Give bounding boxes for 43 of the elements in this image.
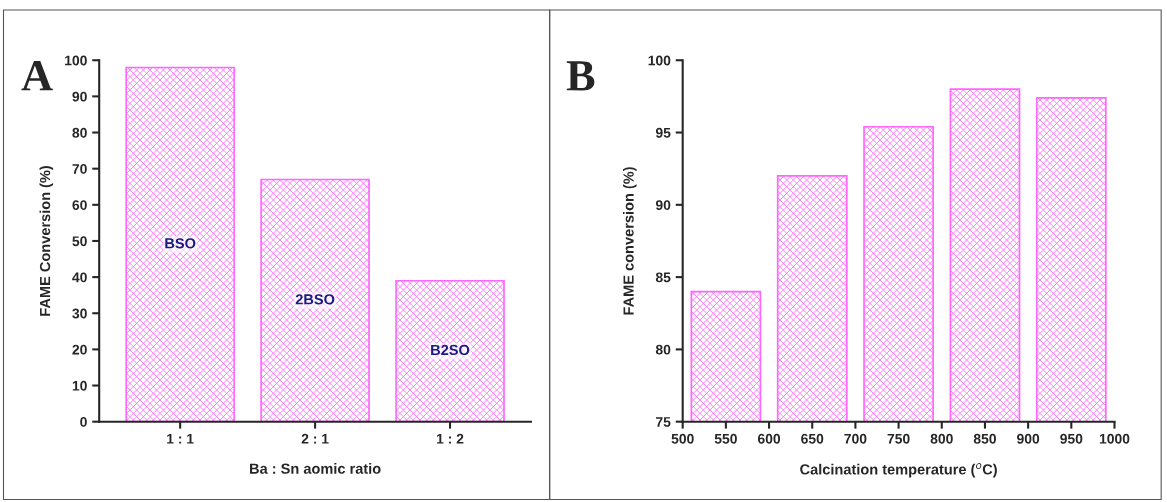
y-tick-label: 60	[72, 200, 87, 210]
x-tick-label: 1 : 1	[167, 434, 194, 444]
y-tick-label: 80	[72, 127, 87, 138]
y-tick-label: 100	[65, 55, 87, 66]
y-tick-label: 90	[655, 200, 671, 210]
x-tick-label: 1 : 2	[437, 433, 464, 444]
text: A	[21, 61, 53, 91]
bar	[260, 178, 370, 422]
y-tick-label: 50	[72, 236, 87, 247]
x-tick-label: 900	[1017, 433, 1040, 444]
x-tick-label: 600	[757, 433, 781, 444]
y-tick-label: 40	[72, 272, 87, 283]
annotation: B2SO	[431, 344, 470, 356]
x-axis-title: Calcination temperature ($^{o}$C)	[800, 463, 997, 478]
y-tick-label: 10	[72, 380, 87, 391]
bar	[125, 66, 235, 422]
y-tick-label: 80	[655, 344, 671, 355]
y-tick-label: 20	[72, 344, 87, 355]
x-axis-title: Ba : Sn aomic ratio	[250, 463, 381, 474]
y-tick-label: 90	[72, 91, 87, 102]
y-tick-label: 100	[648, 55, 671, 66]
x-tick-label: 700	[844, 433, 867, 444]
x-tick-label: 950	[1060, 433, 1083, 444]
y-tick-label: 95	[655, 127, 671, 138]
x-tick-label: 1000	[1099, 433, 1130, 444]
annotation: 2BSO	[295, 294, 335, 305]
y-tick-label: 70	[72, 164, 87, 174]
annotation: BSO	[165, 238, 196, 249]
y-axis-title: FAME conversion (%)	[623, 167, 637, 315]
y-axis-title: FAME Conversion (%)	[39, 165, 54, 316]
x-tick-label: 2 : 1	[301, 433, 329, 444]
x-tick-label: 500	[671, 433, 694, 444]
y-tick-label: 75	[656, 417, 671, 427]
y-tick-label: 30	[72, 308, 87, 319]
x-tick-label: 750	[887, 433, 910, 444]
bar	[395, 279, 505, 422]
x-tick-label: 550	[714, 433, 737, 444]
x-tick-label: 800	[930, 433, 953, 444]
y-tick-label: 0	[80, 417, 87, 427]
text: B	[566, 61, 595, 91]
x-tick-label: 850	[973, 433, 996, 444]
x-tick-label: 650	[801, 433, 824, 444]
y-tick-label: 85	[655, 272, 671, 283]
